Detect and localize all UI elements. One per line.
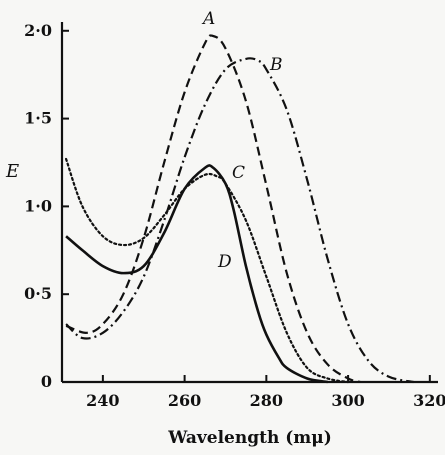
curve-label-B: B [269,55,283,75]
y-axis-label: E [5,161,19,182]
series-line-B [65,57,414,384]
x-tick-label: 320 [413,391,445,410]
x-tick-label: 300 [331,391,364,410]
curve-label-A: A [201,9,215,29]
x-tick-label: 260 [168,391,201,410]
y-tick-label: 1·0 [24,196,52,215]
labels: A B C D E Wavelength (mμ) [5,9,332,448]
x-tick-label: 240 [86,391,119,410]
x-tick-label: 280 [250,391,283,410]
y-tick-label: 0·5 [24,284,52,303]
y-tick-label: 0 [41,372,52,391]
series-line-C [64,157,350,384]
plot-area [64,34,414,384]
curve-label-D: D [217,252,232,272]
series-line-D [65,164,328,384]
series-line-A [65,34,361,384]
x-axis-label: Wavelength (mμ) [167,428,332,448]
y-tick-label: 2·0 [24,21,52,40]
curve-label-C: C [232,163,245,183]
y-tick-label: 1·5 [24,109,52,128]
axes: 0 0·5 1·0 1·5 2·0 240 260 280 300 320 [24,21,445,410]
